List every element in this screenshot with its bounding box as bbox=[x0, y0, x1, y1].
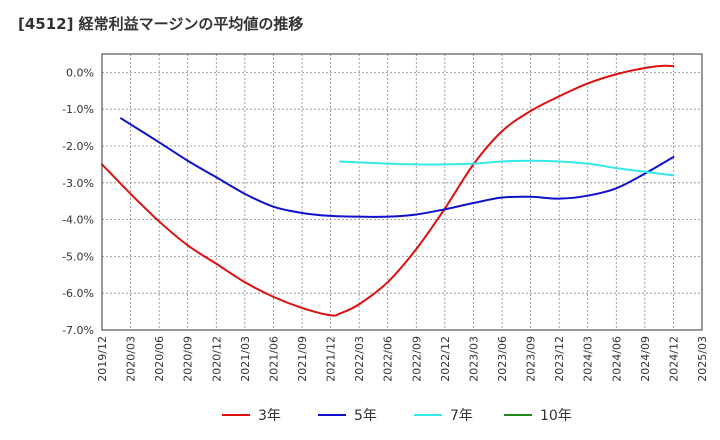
x-tick-label: 2025/03 bbox=[696, 336, 709, 382]
legend-label: 5年 bbox=[354, 408, 377, 424]
legend-swatch bbox=[222, 414, 250, 416]
plot-border bbox=[101, 53, 703, 331]
x-tick-label: 2021/06 bbox=[267, 336, 280, 382]
x-tick-label: 2023/03 bbox=[467, 336, 480, 382]
legend-label: 7年 bbox=[450, 408, 473, 424]
legend-item: 7年 bbox=[414, 402, 473, 428]
chart-title: [4512] 経常利益マージンの平均値の推移 bbox=[18, 15, 304, 33]
series-line-3 bbox=[339, 159, 675, 177]
x-tick-label: 2021/03 bbox=[239, 336, 252, 382]
plot-area bbox=[102, 54, 702, 330]
x-tick-label: 2020/03 bbox=[125, 336, 138, 382]
y-tick-label: -1.0% bbox=[62, 103, 94, 116]
legend: 3年 5年 7年 10年 bbox=[0, 402, 720, 428]
legend-swatch bbox=[318, 414, 346, 416]
x-tick-label: 2023/12 bbox=[553, 336, 566, 382]
y-tick-label: -3.0% bbox=[62, 177, 94, 190]
legend-label: 3年 bbox=[258, 408, 281, 424]
y-tick-label: -7.0% bbox=[62, 324, 94, 337]
y-tick-label: -5.0% bbox=[62, 250, 94, 263]
x-tick-label: 2023/06 bbox=[496, 336, 509, 382]
x-tick-label: 2021/09 bbox=[296, 336, 309, 382]
legend-swatch bbox=[504, 414, 532, 416]
y-tick-label: -4.0% bbox=[62, 214, 94, 227]
series-layer bbox=[101, 64, 675, 317]
legend-item: 10年 bbox=[504, 402, 572, 428]
x-tick-label: 2022/12 bbox=[439, 336, 452, 382]
x-tick-label: 2022/09 bbox=[410, 336, 423, 382]
x-axis-ticks: 2019/12 2020/03 2020/06 2020/09 2020/12 2021/… bbox=[96, 336, 709, 382]
x-tick-label: 2020/06 bbox=[153, 336, 166, 382]
legend-swatch bbox=[414, 414, 442, 416]
legend-item: 5年 bbox=[318, 402, 377, 428]
y-tick-label: -6.0% bbox=[62, 287, 94, 300]
x-tick-label: 2024/03 bbox=[582, 336, 595, 382]
x-tick-label: 2021/12 bbox=[325, 336, 338, 382]
y-axis-ticks: 0.0% -1.0% -2.0% -3.0% -4.0% -5.0% -6.0% -7.0% bbox=[62, 66, 94, 337]
x-tick-label: 2024/12 bbox=[667, 336, 680, 382]
x-tick-label: 2020/09 bbox=[182, 336, 195, 382]
x-tick-label: 2024/06 bbox=[610, 336, 623, 382]
x-tick-label: 2024/09 bbox=[639, 336, 652, 382]
gridlines bbox=[101, 54, 703, 331]
legend-item: 3年 bbox=[222, 402, 281, 428]
y-tick-label: -2.0% bbox=[62, 140, 94, 153]
x-tick-label: 2022/03 bbox=[353, 336, 366, 382]
x-tick-label: 2020/12 bbox=[210, 336, 223, 382]
legend-label: 10年 bbox=[540, 408, 572, 424]
x-tick-label: 2023/09 bbox=[525, 336, 538, 382]
x-tick-label: 2022/06 bbox=[382, 336, 395, 382]
x-tick-label: 2019/12 bbox=[96, 336, 109, 382]
series-line-2 bbox=[120, 117, 675, 218]
series-line-1 bbox=[101, 64, 675, 317]
y-tick-label: 0.0% bbox=[66, 66, 94, 79]
